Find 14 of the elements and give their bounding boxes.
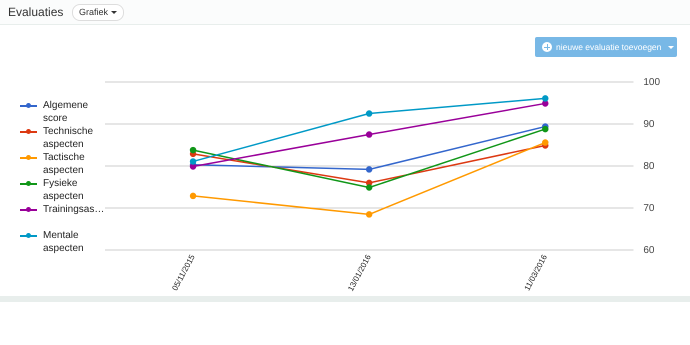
legend-label: Tactische aspecten [42,152,86,177]
y-tick-label: 100 [643,76,660,88]
legend-label: Technische aspecten [42,126,94,151]
legend-label: Algemene score [42,100,90,125]
text: nieuwe evaluatie toevoegen [556,41,662,54]
y-tick-label: 90 [643,118,655,130]
y-tick-label: 80 [643,160,655,172]
legend-label: Fysieke aspecten [42,178,85,203]
text: Grafiek [79,7,108,17]
legend-label: Trainingsas… [42,204,106,217]
chart-title: Evaluaties [8,5,64,19]
y-tick-label: 60 [643,244,655,256]
y-tick-label: 70 [643,202,655,214]
legend-label: Mentale aspecten [42,230,85,255]
